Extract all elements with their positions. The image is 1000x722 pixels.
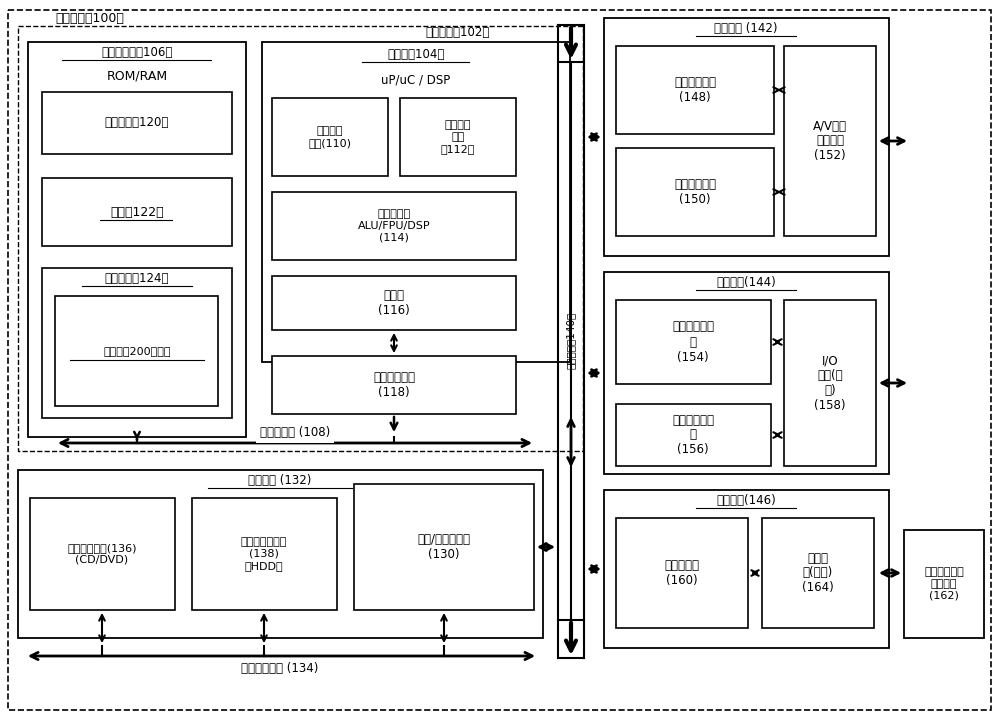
Bar bbox=[55, 296, 218, 406]
Text: 总线/接口控制器
(130): 总线/接口控制器 (130) bbox=[418, 533, 471, 561]
Text: 存储器总线 (108): 存储器总线 (108) bbox=[260, 427, 330, 440]
Text: 基本配置（102）: 基本配置（102） bbox=[426, 27, 490, 40]
Text: 系统存储器（106）: 系统存储器（106） bbox=[101, 46, 173, 59]
Text: 接口总线（140）: 接口总线（140） bbox=[566, 311, 576, 369]
Text: 存储器控制器
(118): 存储器控制器 (118) bbox=[373, 371, 415, 399]
Text: ROM/RAM: ROM/RAM bbox=[106, 69, 168, 82]
Bar bbox=[28, 42, 246, 437]
Bar bbox=[604, 272, 889, 474]
Text: 存储器总线 (108): 存储器总线 (108) bbox=[260, 427, 330, 440]
Text: 网络控制器
(160): 网络控制器 (160) bbox=[664, 559, 700, 587]
Bar bbox=[272, 356, 516, 414]
Bar bbox=[18, 26, 583, 451]
Bar bbox=[42, 92, 232, 154]
Bar bbox=[604, 490, 889, 648]
Bar bbox=[616, 300, 771, 384]
Bar bbox=[272, 98, 388, 176]
Bar bbox=[272, 276, 516, 330]
Text: 并行接口控制
器
(156): 并行接口控制 器 (156) bbox=[672, 414, 714, 456]
Text: 通信设备(146): 通信设备(146) bbox=[716, 494, 776, 507]
Text: 二级高速
缓存
（112）: 二级高速 缓存 （112） bbox=[441, 121, 475, 154]
Text: 储存设备 (132): 储存设备 (132) bbox=[248, 474, 312, 487]
Text: 输出设备 (142): 输出设备 (142) bbox=[714, 22, 778, 35]
Bar bbox=[762, 518, 874, 628]
Text: 寄存器
(116): 寄存器 (116) bbox=[378, 289, 410, 317]
Text: 处理器（104）: 处理器（104） bbox=[387, 48, 445, 61]
Bar bbox=[904, 530, 984, 638]
Text: 不可移除储存器
(138)
（HDD）: 不可移除储存器 (138) （HDD） bbox=[241, 537, 287, 570]
Bar bbox=[616, 46, 774, 134]
Text: 音频处理单元
(150): 音频处理单元 (150) bbox=[674, 178, 716, 206]
Bar bbox=[784, 300, 876, 466]
Text: 可移除储存器(136)
(CD/DVD): 可移除储存器(136) (CD/DVD) bbox=[67, 543, 137, 565]
Bar bbox=[616, 404, 771, 466]
Text: uP/uC / DSP: uP/uC / DSP bbox=[381, 74, 451, 87]
Text: A/V端口
（多个）
(152): A/V端口 （多个） (152) bbox=[813, 120, 847, 162]
Text: 处理器核心
ALU/FPU/DSP
(114): 处理器核心 ALU/FPU/DSP (114) bbox=[358, 209, 430, 243]
Bar bbox=[400, 98, 516, 176]
Bar bbox=[272, 192, 516, 260]
Bar bbox=[18, 470, 543, 638]
Bar bbox=[42, 268, 232, 418]
Bar bbox=[30, 498, 175, 610]
Text: 其他计算设备
（多个）
(162): 其他计算设备 （多个） (162) bbox=[924, 567, 964, 601]
Bar bbox=[784, 46, 876, 236]
Bar bbox=[42, 178, 232, 246]
Text: 外围接口(144): 外围接口(144) bbox=[716, 276, 776, 289]
Bar bbox=[354, 484, 534, 610]
Text: 执行方法200的指令: 执行方法200的指令 bbox=[103, 346, 171, 356]
Text: 通信端
口(多个)
(164): 通信端 口(多个) (164) bbox=[802, 552, 834, 594]
Bar bbox=[604, 18, 889, 256]
Bar bbox=[616, 518, 748, 628]
Text: 串行接口控制
器
(154): 串行接口控制 器 (154) bbox=[672, 321, 714, 363]
Text: 一级高速
缓存(110): 一级高速 缓存(110) bbox=[308, 126, 352, 148]
Text: 计算设备（100）: 计算设备（100） bbox=[55, 12, 124, 25]
Text: 应用（122）: 应用（122） bbox=[110, 206, 164, 219]
Text: 储存接口总线 (134): 储存接口总线 (134) bbox=[241, 661, 319, 674]
Bar bbox=[616, 148, 774, 236]
Text: I/O
端口(多
个)
(158): I/O 端口(多 个) (158) bbox=[814, 354, 846, 412]
Bar bbox=[262, 42, 570, 362]
Bar bbox=[192, 498, 337, 610]
Text: 程序数据（124）: 程序数据（124） bbox=[105, 271, 169, 284]
Text: 操作系统（120）: 操作系统（120） bbox=[105, 116, 169, 129]
Text: 图像处理单元
(148): 图像处理单元 (148) bbox=[674, 76, 716, 104]
